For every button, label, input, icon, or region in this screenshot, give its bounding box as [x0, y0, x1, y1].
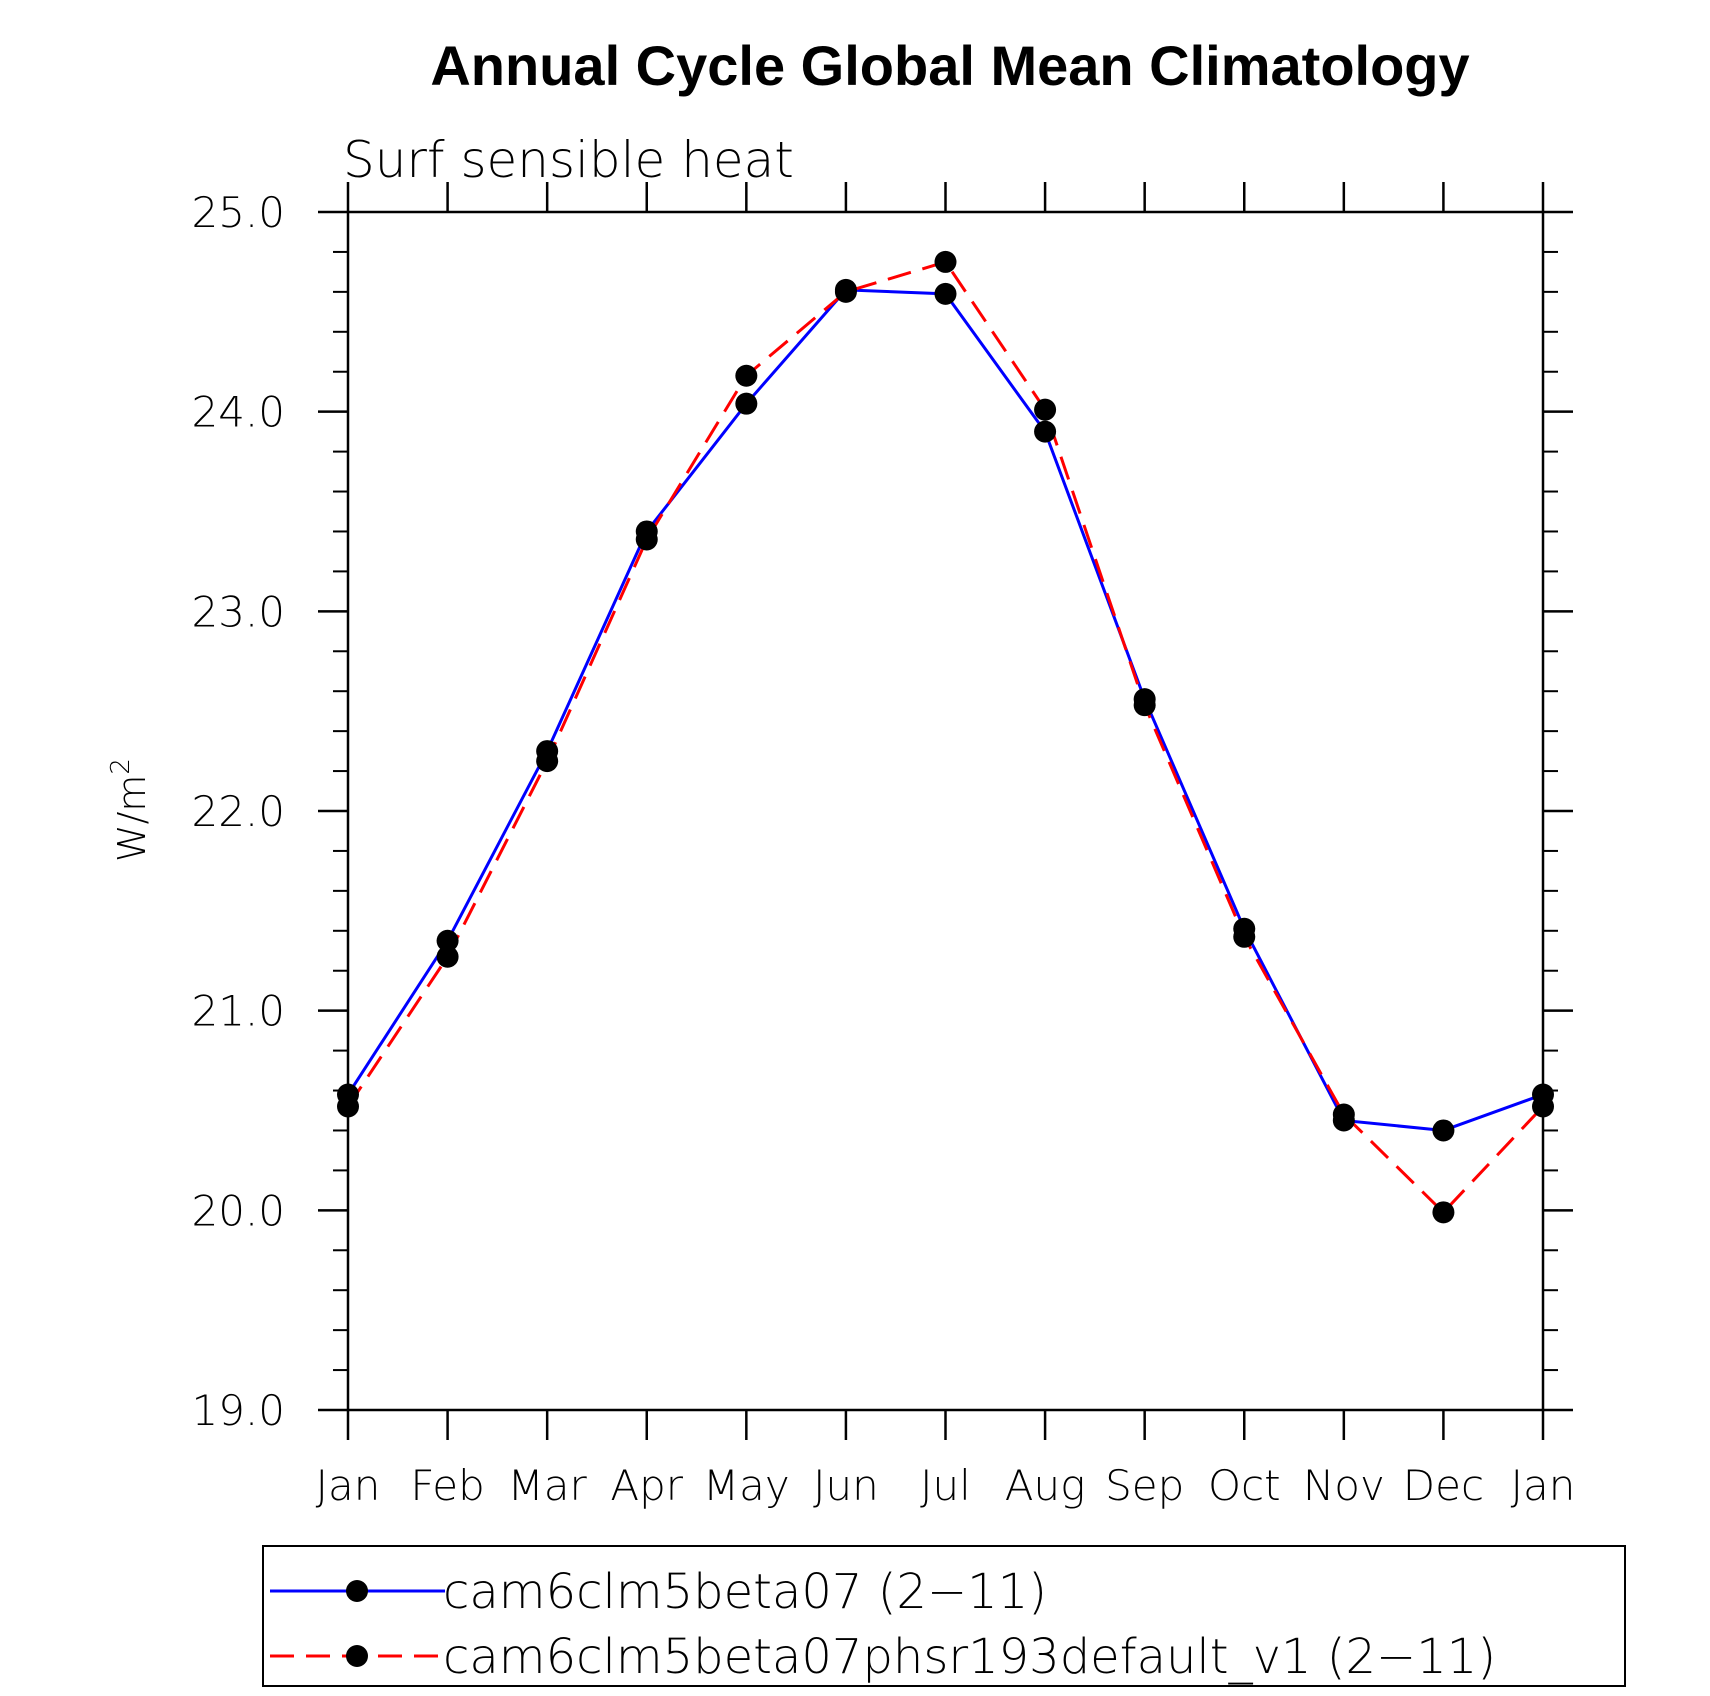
legend-label-2: cam6clm5beta07phsr193default_v1 (2−11) — [443, 1629, 1496, 1685]
series-2-point — [1133, 694, 1156, 717]
y-tick-label: 23.0 — [191, 587, 285, 636]
x-tick-label: Jan — [316, 1461, 381, 1510]
chart-subtitle: Surf sensible heat — [343, 131, 794, 189]
axis-ticks — [318, 182, 1573, 1440]
series-1-point — [436, 929, 459, 952]
y-tick-label: 19.0 — [191, 1386, 285, 1435]
series-1-point — [1034, 420, 1057, 443]
x-tick-label: Apr — [610, 1461, 683, 1510]
series-line-1 — [346, 288, 1544, 1132]
series-2-point — [934, 250, 957, 273]
legend-swatch-marker-1 — [346, 1580, 368, 1602]
series-2-point — [1432, 1201, 1455, 1224]
x-tick-label: Aug — [1005, 1461, 1086, 1510]
plot-frame — [346, 210, 1545, 1412]
x-tick-label: Nov — [1303, 1461, 1385, 1510]
y-tick-label: 22.0 — [191, 787, 285, 836]
series-1-point — [735, 392, 758, 415]
y-tick-labels: 19.0 20.0 21.0 22.0 23.0 24.0 25.0 — [191, 188, 285, 1435]
y-axis-label-exponent: 2 — [106, 758, 136, 775]
series-layer — [337, 250, 1554, 1224]
y-tick-label: 20.0 — [191, 1186, 285, 1235]
x-tick-label: Feb — [410, 1461, 484, 1510]
series-2-point — [1532, 1095, 1554, 1118]
x-tick-label: Dec — [1403, 1461, 1484, 1510]
series-2-point — [436, 945, 459, 968]
series-2-point — [735, 364, 758, 387]
y-axis-label-text: W/m — [110, 775, 154, 862]
legend-swatch-marker-2 — [346, 1645, 368, 1667]
series-1-point — [1432, 1119, 1455, 1142]
x-tick-label: Jan — [1511, 1461, 1576, 1510]
chart-title: Annual Cycle Global Mean Climatology — [430, 34, 1469, 97]
series-2-point — [635, 528, 658, 551]
series-line-2 — [346, 260, 1545, 1215]
x-tick-label: Oct — [1208, 1461, 1281, 1510]
series-2-point — [1233, 925, 1256, 948]
series-2-point — [1034, 398, 1057, 421]
x-tick-label: Mar — [508, 1461, 588, 1510]
series-2-point — [536, 750, 559, 773]
series-2-point — [1332, 1103, 1355, 1126]
x-tick-label: Jul — [920, 1461, 971, 1510]
y-tick-label: 24.0 — [191, 388, 285, 437]
series-2-point — [337, 1095, 359, 1118]
series-2-point — [834, 280, 857, 303]
x-tick-label: Jun — [813, 1461, 879, 1510]
legend-label-1: cam6clm5beta07 (2−11) — [443, 1564, 1047, 1620]
legend: cam6clm5beta07 (2−11) cam6clm5beta07phsr… — [262, 1545, 1626, 1687]
y-tick-label: 21.0 — [191, 987, 285, 1036]
legend-box — [262, 1545, 1626, 1687]
series-1-point — [934, 282, 957, 305]
x-tick-label: Sep — [1105, 1461, 1184, 1510]
x-tick-labels: Jan Feb Mar Apr May Jun Jul Aug Sep Oct Nov Dec Jan — [316, 1461, 1576, 1510]
y-axis-label: W/m2 — [106, 758, 154, 862]
x-tick-label: May — [703, 1461, 790, 1510]
y-tick-label: 25.0 — [191, 188, 285, 237]
